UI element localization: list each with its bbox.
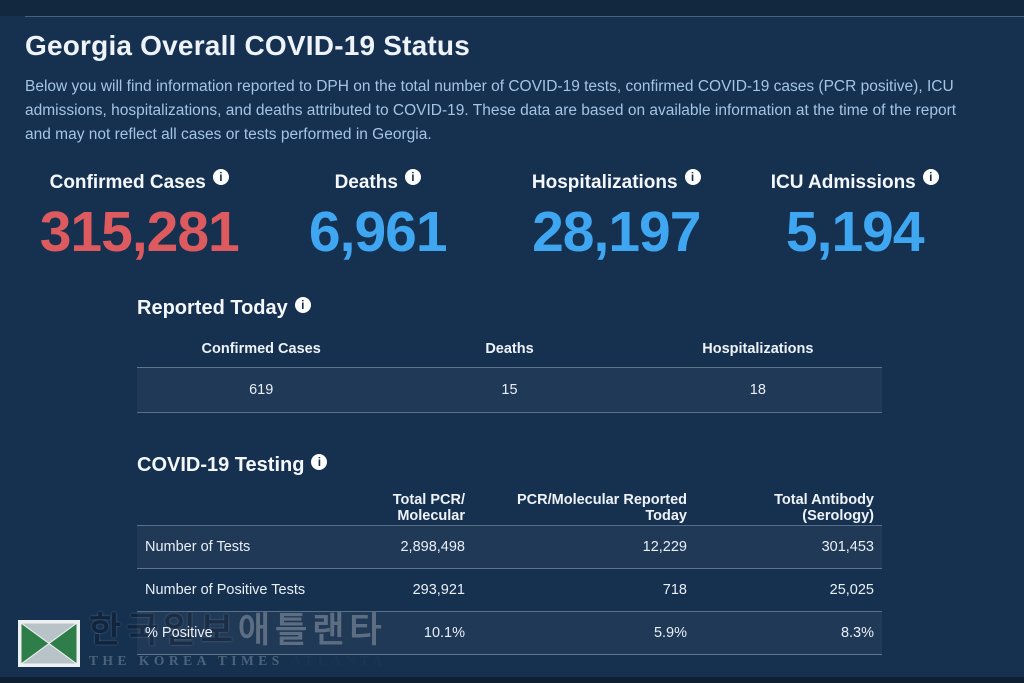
- covid-testing-heading: COVID-19 Testing i: [137, 452, 882, 478]
- reported-today-heading: Reported Today i: [137, 295, 882, 321]
- table-cell: 12,229: [473, 525, 695, 569]
- table-cell: 15: [385, 366, 634, 413]
- stat-value: 315,281: [39, 199, 240, 264]
- row-label: Number of Positive Tests: [137, 568, 337, 612]
- column-header: Confirmed Cases: [201, 341, 321, 358]
- stat-card-icu-admissions: ICU Admissions i 5,194: [736, 168, 975, 264]
- table-row: 619 15 18: [137, 366, 882, 413]
- covid-testing-table: Total PCR/ Molecular PCR/Molecular Repor…: [137, 490, 882, 656]
- summary-stats-row: Confirmed Cases i 315,281 Deaths i 6,961 H…: [20, 168, 975, 264]
- table-row: % Positive 10.1% 5.9% 8.3%: [137, 611, 882, 656]
- table-cell: 293,921: [337, 568, 473, 612]
- stat-label-text: Confirmed Cases: [49, 171, 206, 193]
- column-header-spacer: [137, 490, 337, 526]
- stat-label-text: Deaths: [334, 171, 398, 193]
- column-header: Deaths: [485, 341, 534, 358]
- stat-label: ICU Admissions i: [736, 168, 975, 195]
- table-header-row: Total PCR/ Molecular PCR/Molecular Repor…: [137, 490, 882, 526]
- reported-today-heading-text: Reported Today: [137, 297, 288, 320]
- top-divider-line: [25, 16, 1024, 17]
- row-label: Number of Tests: [137, 525, 337, 569]
- table-cell: 2,898,498: [337, 525, 473, 569]
- table-cell: 301,453: [695, 525, 882, 569]
- column-header: Hospitalizations: [702, 341, 814, 358]
- info-icon[interactable]: i: [294, 297, 311, 314]
- stat-card-deaths: Deaths i 6,961: [259, 168, 498, 264]
- reported-today-table: Confirmed Cases Deaths Hospitalizations …: [137, 331, 882, 413]
- stat-value: 28,197: [532, 199, 701, 264]
- covid-testing-heading-text: COVID-19 Testing: [137, 453, 305, 476]
- info-icon[interactable]: i: [684, 168, 701, 185]
- covid-testing-section: COVID-19 Testing i Total PCR/ Molecular P…: [137, 452, 882, 656]
- column-header: Total Antibody (Serology): [774, 491, 874, 524]
- row-label: % Positive: [137, 611, 337, 656]
- table-cell: 5.9%: [473, 611, 695, 656]
- stat-value: 6,961: [308, 199, 448, 264]
- stat-card-confirmed-cases: Confirmed Cases i 315,281: [20, 168, 259, 264]
- info-icon[interactable]: i: [922, 168, 939, 185]
- table-row: Number of Tests 2,898,498 12,229 301,453: [137, 525, 882, 569]
- stat-value: 5,194: [785, 199, 925, 264]
- table-cell: 10.1%: [337, 611, 473, 656]
- stat-label-text: ICU Admissions: [770, 171, 916, 193]
- watermark-english-title: THE KOREA TIMES ATLANTA: [89, 653, 387, 669]
- stat-label: Confirmed Cases i: [20, 168, 259, 195]
- table-cell: 8.3%: [695, 611, 882, 656]
- column-header: Total PCR/ Molecular: [392, 491, 465, 524]
- info-icon[interactable]: i: [404, 168, 421, 185]
- table-row: Number of Positive Tests 293,921 718 25,…: [137, 568, 882, 612]
- info-icon[interactable]: i: [212, 168, 229, 185]
- top-border-band: [0, 0, 1024, 16]
- stat-label: Deaths i: [259, 168, 498, 195]
- stat-card-hospitalizations: Hospitalizations i 28,197: [497, 168, 736, 264]
- table-cell: 718: [473, 568, 695, 612]
- table-header-row: Confirmed Cases Deaths Hospitalizations: [137, 331, 882, 367]
- column-header: PCR/Molecular Reported Today: [517, 491, 687, 524]
- stat-label: Hospitalizations i: [497, 168, 736, 195]
- page-title: Georgia Overall COVID-19 Status: [25, 30, 471, 61]
- bottom-border-band: [0, 677, 1024, 683]
- page-description: Below you will find information reported…: [25, 77, 957, 143]
- table-cell: 25,025: [695, 568, 882, 612]
- stat-label-text: Hospitalizations: [531, 171, 678, 193]
- dashboard-content: Georgia Overall COVID-19 Status Below yo…: [20, 30, 975, 656]
- table-cell: 18: [633, 366, 882, 413]
- table-cell: 619: [137, 366, 386, 413]
- reported-today-section: Reported Today i Confirmed Cases Deaths H…: [137, 295, 882, 413]
- info-icon[interactable]: i: [311, 453, 328, 470]
